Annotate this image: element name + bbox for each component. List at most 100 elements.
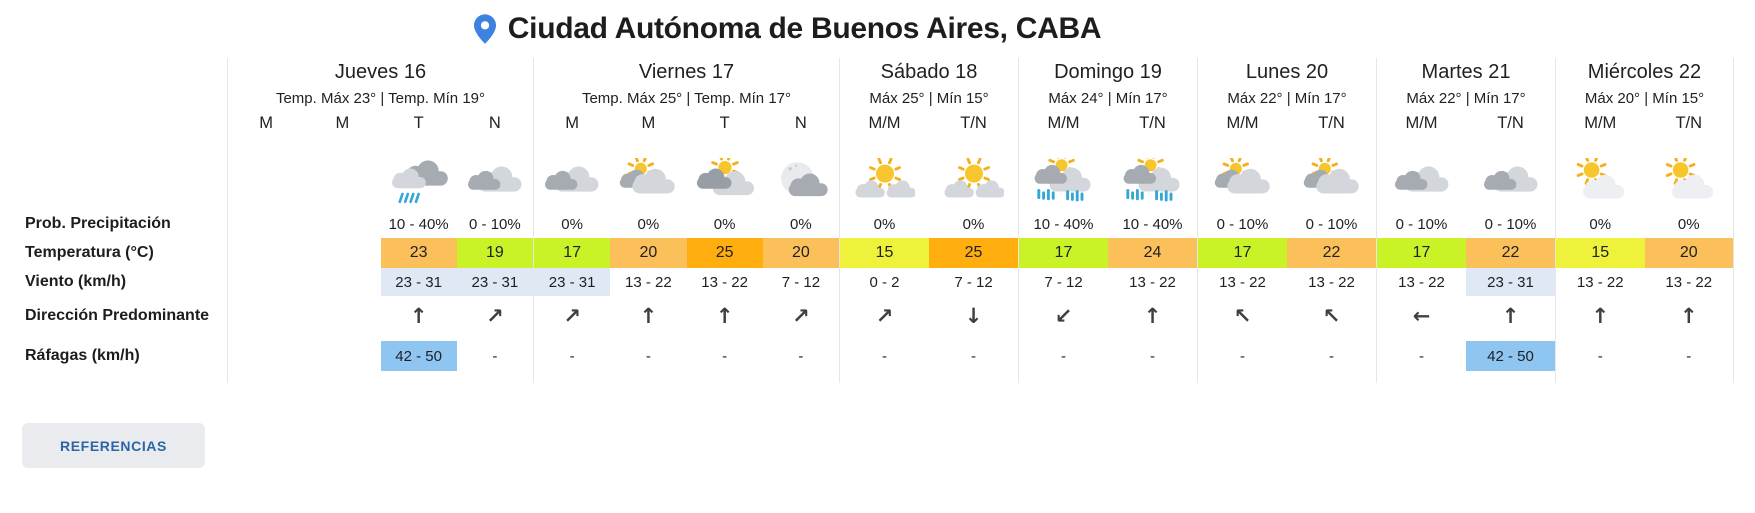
day-name: Sábado 18 [880,60,978,83]
precipitation-value: 0% [962,215,985,233]
day-column: Domingo 19 Máx 24° | Mín 17° M/M 10 - 40… [1018,58,1197,383]
temperature-value: 22 [1466,238,1555,268]
gust-value [304,341,380,371]
period-label: M [259,113,273,132]
gust-value: - [645,347,651,365]
day-name: Jueves 16 [334,60,427,83]
forecast-table: Prob. Precipitación Temperatura (°C) Vie… [0,58,1755,383]
wind-value: 13 - 22 [1129,273,1176,291]
weather-icon [1377,136,1466,210]
weather-forecast-page: Ciudad Autónoma de Buenos Aires, CABA Pr… [0,0,1755,468]
gust-value: - [569,347,575,365]
weather-icon [1019,136,1108,210]
day-temp-range: Máx 24° | Mín 17° [1048,89,1168,107]
day-periods: M M T 10 - 40% 23 23 - 31 ↑ 42 - 50 N 0 … [228,110,533,371]
wind-direction-arrow: ↗ [875,304,894,328]
day-column: Martes 21 Máx 22° | Mín 17° M/M 0 - 10% … [1376,58,1555,383]
gust-value: 42 - 50 [380,341,457,371]
day-periods: M/M 0 - 10% 17 13 - 22 ← - T/N 0 - 10% 2… [1377,110,1555,371]
day-temp-range: Máx 22° | Mín 17° [1227,89,1347,107]
period-label: M [565,113,579,132]
gust-value: 42 - 50 [1466,341,1555,371]
forecast-period: M 0% 20 13 - 22 ↑ - [610,110,687,371]
labels-header-spacer [0,58,227,210]
temperature-value: 17 [1019,238,1108,268]
precipitation-value: 0% [790,215,812,233]
precipitation-value: 10 - 40% [388,215,449,233]
period-label: T/N [1675,113,1703,132]
wind-value: 23 - 31 [380,268,457,296]
references-button[interactable]: REFERENCIAS [22,423,205,468]
wind-direction-arrow: ↑ [639,304,658,328]
period-label: M [641,113,656,132]
gust-value: - [971,347,976,365]
forecast-period: T/N 0 - 10% 22 13 - 22 ↖ - [1287,110,1376,371]
temperature-value: 19 [456,238,533,268]
precipitation-value: 0% [1677,215,1700,233]
precipitation-value: 10 - 40% [1033,215,1094,233]
temperature-value [304,238,380,268]
temperature-value: 20 [1644,238,1733,268]
wind-direction-arrow: ← [1412,304,1431,328]
temperature-value: 25 [929,238,1018,268]
forecast-period: M 0% 17 23 - 31 ↗ - [534,110,611,371]
temperature-value: 20 [610,238,687,268]
day-periods: M/M 0% 15 13 - 22 ↑ - T/N 0% 20 13 - 22 … [1556,110,1733,371]
weather-icon [1556,136,1645,210]
day-column: Sábado 18 Máx 25° | Mín 15° M/M 0% 15 0 … [839,58,1018,383]
page-header: Ciudad Autónoma de Buenos Aires, CABA [0,0,1575,46]
temperature-value: 17 [1198,238,1287,268]
forecast-period: M/M 10 - 40% 17 7 - 12 ↙ - [1019,110,1108,371]
wind-value: 13 - 22 [1398,273,1445,291]
weather-icon [228,136,304,210]
precipitation-value: 0 - 10% [1484,215,1537,233]
temperature-value: 15 [840,238,929,268]
weather-icon [840,136,929,210]
period-label: T [719,113,730,132]
wind-value: 7 - 12 [1044,273,1083,291]
wind-direction-arrow: ↑ [715,304,734,328]
wind-value: 13 - 22 [1308,273,1355,291]
wind-direction-arrow: ↑ [1143,304,1162,328]
precipitation-value: 0 - 10% [469,215,521,233]
weather-icon [1645,136,1734,210]
forecast-days: Jueves 16 Temp. Máx 23° | Temp. Mín 19° … [227,58,1734,383]
forecast-period: T/N 10 - 40% 24 13 - 22 ↑ - [1108,110,1197,371]
weather-icon [304,136,380,210]
weather-icon [763,136,839,210]
precipitation-value: 0% [873,215,896,233]
wind-value [228,268,304,296]
wind-direction-arrow: ↖ [1322,304,1341,328]
day-periods: M/M 10 - 40% 17 7 - 12 ↙ - T/N 10 - 40% … [1019,110,1197,371]
gust-value: - [798,347,804,365]
day-column: Viernes 17 Temp. Máx 25° | Temp. Mín 17°… [533,58,839,383]
row-label-wind: Viento (km/h) [25,273,127,290]
wind-direction-arrow: ↑ [1501,304,1520,328]
precipitation-value: 0 - 10% [1216,215,1269,233]
period-label: T/N [1497,113,1524,132]
row-label-gusts: Ráfagas (km/h) [25,347,140,364]
wind-direction-arrow: ↗ [486,304,504,328]
wind-direction-arrow [228,296,304,336]
period-label: T/N [960,113,987,132]
temperature-value [228,238,304,268]
precipitation-value: 10 - 40% [1122,215,1183,233]
temperature-value: 20 [762,238,839,268]
gust-value: - [1419,347,1424,365]
period-label: M [335,113,350,132]
precipitation-value: 0 - 10% [1395,215,1448,233]
gust-value [228,341,304,371]
wind-value: 7 - 12 [781,273,821,291]
forecast-period: M/M 0% 15 13 - 22 ↑ - [1556,110,1645,371]
weather-icon [381,136,457,210]
wind-value: 13 - 22 [701,273,748,291]
row-label-precipitation: Prob. Precipitación [25,215,171,232]
wind-direction-arrow: ↑ [409,304,428,328]
day-periods: M/M 0 - 10% 17 13 - 22 ↖ - T/N 0 - 10% 2… [1198,110,1376,371]
day-temp-range: Máx 22° | Mín 17° [1406,89,1526,107]
forecast-period: M [228,110,304,371]
gust-value: - [1329,347,1334,365]
day-temp-range: Temp. Máx 25° | Temp. Mín 17° [581,89,792,107]
wind-direction-arrow [304,296,380,336]
period-label: M/M [868,113,901,132]
